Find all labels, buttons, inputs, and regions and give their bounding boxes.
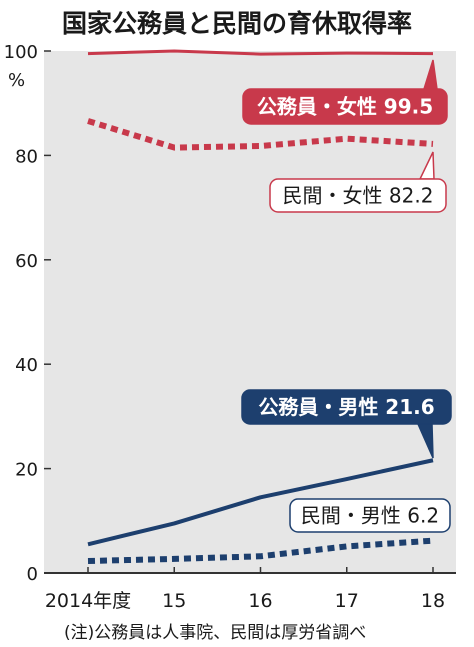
y-tick-label: 0 [27, 564, 38, 585]
series-line-1 [87, 49, 434, 56]
series-name: 民間・男性 [301, 504, 407, 528]
x-tick-label: 2014年度 [45, 590, 131, 612]
series-line-2 [87, 118, 434, 151]
callout-box [269, 178, 447, 213]
x-tick-label: 17 [335, 590, 359, 612]
y-tick-label: 60 [15, 251, 38, 272]
y-axis-unit: % [8, 70, 25, 91]
chart-title: 国家公務員と民間の育休取得率 [61, 9, 412, 38]
series-value-label: 6.2 [407, 504, 439, 528]
chart-footnote: (注)公務員は人事院、民間は厚労省調べ [64, 623, 367, 643]
series-line-3 [87, 458, 434, 547]
y-tick-label: 20 [15, 460, 38, 481]
series-name: 公務員・女性 [257, 95, 384, 119]
series-label: 公務員・女性 99.5 [257, 95, 433, 119]
series-label: 公務員・男性 21.6 [258, 395, 434, 419]
callout-box [242, 88, 448, 125]
series-label: 民間・女性 82.2 [283, 184, 434, 208]
series-value-label: 21.6 [385, 395, 434, 419]
y-tick-label: 80 [15, 146, 38, 167]
y-tick-label: 100 [4, 42, 38, 63]
callout-box [289, 498, 451, 533]
x-tick-label: 18 [421, 590, 445, 612]
series-label: 民間・男性 6.2 [301, 504, 439, 528]
callout-box [241, 389, 452, 425]
y-tick-label: 40 [15, 355, 38, 376]
x-tick-label: 16 [248, 590, 272, 612]
series-value-label: 99.5 [384, 95, 433, 119]
series-name: 公務員・男性 [258, 395, 385, 419]
x-tick-label: 15 [162, 590, 186, 612]
series-value-label: 82.2 [389, 184, 434, 208]
series-name: 民間・女性 [283, 184, 389, 208]
plot-background [44, 51, 456, 573]
series-line-4 [87, 537, 434, 564]
